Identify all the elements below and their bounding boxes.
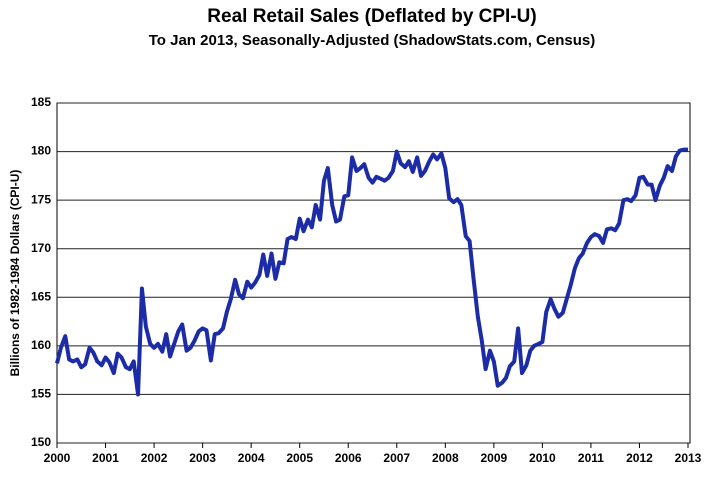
x-tick-label: 2002 xyxy=(141,451,168,465)
x-tick-label: 2005 xyxy=(286,451,313,465)
y-tick-label: 150 xyxy=(31,435,51,449)
y-axis-label: Billions of 1982-1984 Dollars (CPI-U) xyxy=(8,170,22,377)
y-tick-label: 155 xyxy=(31,387,51,401)
y-tick-label: 180 xyxy=(31,144,51,158)
plot-area xyxy=(56,102,691,444)
x-tick-label: 2010 xyxy=(529,451,556,465)
y-tick-label: 185 xyxy=(31,95,51,109)
x-tick-label: 2008 xyxy=(432,451,459,465)
chart-subtitle: To Jan 2013, Seasonally-Adjusted (Shadow… xyxy=(149,32,596,49)
x-tick-label: 2011 xyxy=(578,451,604,465)
x-tick-label: 2013 xyxy=(675,451,702,465)
x-tick-label: 2000 xyxy=(44,451,71,465)
x-tick-label: 2001 xyxy=(92,451,119,465)
x-tick-label: 2004 xyxy=(238,451,265,465)
x-tick-label: 2012 xyxy=(626,451,653,465)
y-tick-label: 175 xyxy=(31,192,51,206)
y-tick-label: 170 xyxy=(31,241,51,255)
data-line xyxy=(55,147,688,397)
y-tick-label: 165 xyxy=(31,289,51,303)
y-tick-label: 160 xyxy=(31,338,51,352)
x-tick-label: 2003 xyxy=(189,451,216,465)
x-tick-label: 2006 xyxy=(335,451,362,465)
x-tick-label: 2007 xyxy=(383,451,410,465)
x-tick-label: 2009 xyxy=(480,451,507,465)
chart-title: Real Retail Sales (Deflated by CPI-U) xyxy=(207,6,536,27)
